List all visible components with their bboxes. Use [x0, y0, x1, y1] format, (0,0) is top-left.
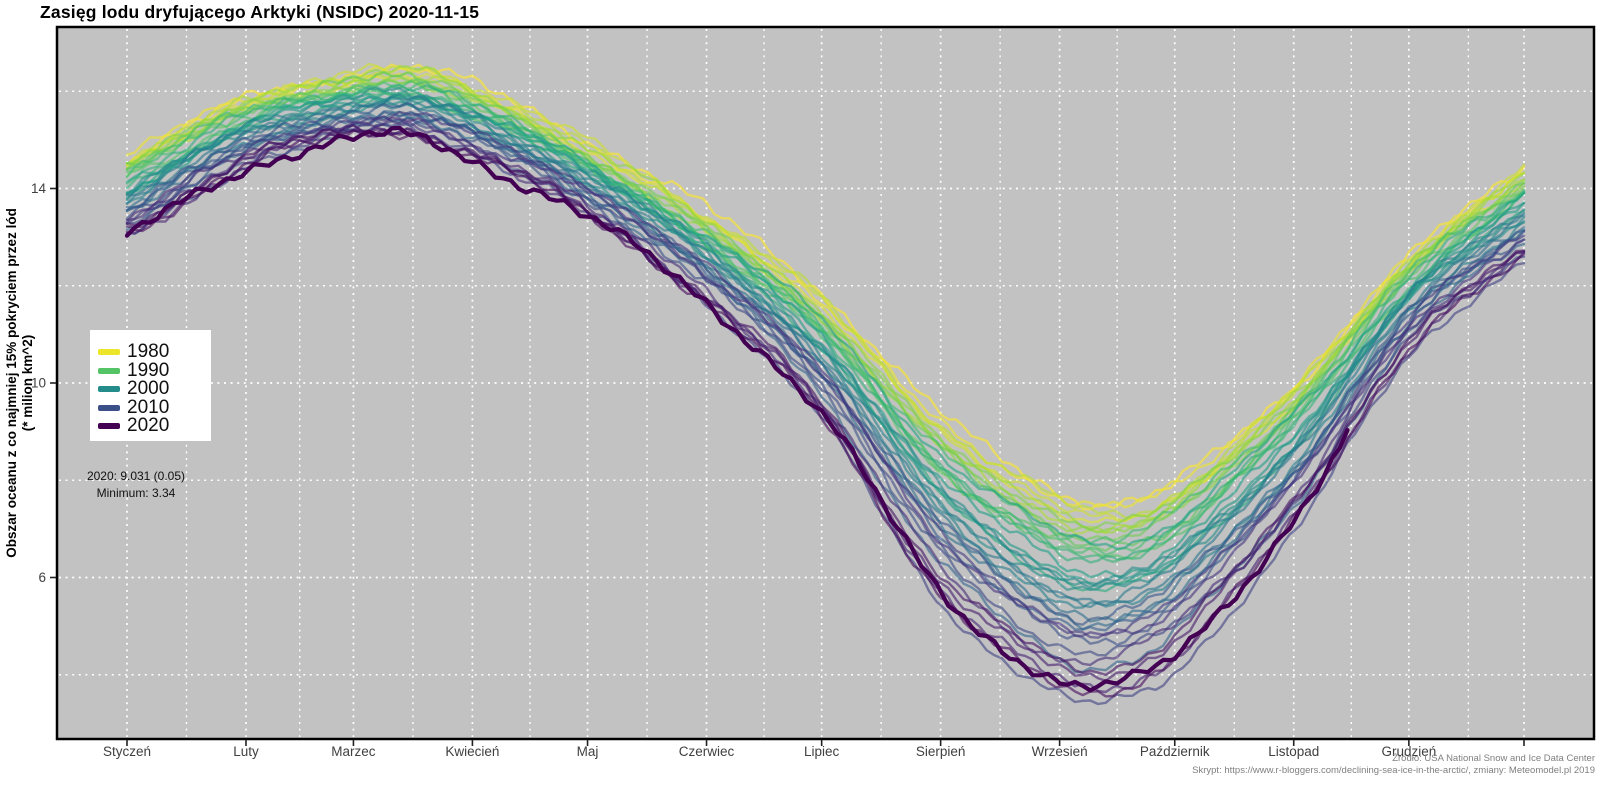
legend-label: 2000	[127, 378, 170, 400]
x-tick-label: Marzec	[331, 744, 376, 759]
year-line-2020	[124, 125, 1350, 693]
axis-tick-labels: Styczeń Luty Marzec Kwiecień Maj Czerwiec Lipi…	[31, 181, 1436, 759]
legend-label: 1990	[127, 359, 170, 381]
legend-entry-1990: 1990	[90, 359, 211, 381]
y-tick-label: 14	[31, 181, 47, 196]
script-credit-line: Skrypt: https://www.r-bloggers.com/decli…	[1192, 764, 1595, 776]
legend-label: 2010	[127, 396, 170, 418]
year-line-2019	[125, 129, 1526, 698]
source-credits: Źródło: USA National Snow and Ice Data C…	[1192, 753, 1595, 776]
legend-label: 2020	[127, 415, 170, 437]
legend-label: 1980	[127, 341, 170, 363]
x-tick-label: Styczeń	[103, 744, 151, 759]
x-tick-label: Listopad	[1268, 744, 1319, 759]
x-tick-label: Maj	[577, 744, 599, 759]
year-line-1998	[125, 92, 1526, 589]
legend-swatch-2000	[98, 386, 120, 393]
legend-entry-1980: 1980	[90, 341, 211, 363]
legend-swatch-2020	[98, 423, 120, 430]
x-tick-label: Czerwiec	[679, 744, 735, 759]
source-line: Źródło: USA National Snow and Ice Data C…	[1392, 753, 1595, 764]
annotation-current-value: 2020: 9.031 (0.05)	[86, 469, 186, 483]
legend-entry-2010: 2010	[90, 396, 211, 418]
annotation-box: 2020: 9.031 (0.05) Minimum: 3.34	[55, 468, 217, 501]
y-axis-label-line2: (* milion km^2)	[20, 335, 35, 431]
y-tick-label: 6	[38, 570, 46, 585]
legend-swatch-1980	[98, 349, 120, 356]
data-lines	[124, 62, 1526, 706]
legend-entry-2020: 2020	[90, 415, 211, 437]
year-line-1997	[125, 95, 1526, 579]
axis-ticks	[50, 187, 1525, 746]
year-line-1982	[125, 62, 1526, 522]
x-tick-label: Grudzień	[1381, 744, 1436, 759]
x-tick-label: Sierpień	[916, 744, 966, 759]
year-line-1994	[125, 84, 1526, 564]
x-tick-label: Lipiec	[804, 744, 840, 759]
chart-title: Zasięg lodu dryfującego Arktyki (NSIDC) …	[40, 2, 480, 22]
gridlines	[59, 29, 1592, 737]
x-tick-label: Luty	[233, 744, 259, 759]
y-tick-label: 10	[31, 376, 46, 391]
x-tick-label: Październik	[1140, 744, 1210, 759]
x-tick-label: Kwiecień	[445, 744, 499, 759]
legend: 1980 1990 2000 2010 2020	[90, 330, 211, 441]
year-line-1989	[125, 71, 1526, 552]
annotation-minimum-value: Minimum: 3.34	[96, 485, 176, 500]
x-tick-label: Wrzesień	[1032, 744, 1088, 759]
legend-swatch-2010	[98, 404, 120, 411]
legend-swatch-1990	[98, 367, 120, 374]
year-line-2004	[125, 101, 1526, 607]
y-axis-label-line1: Obszar oceanu z co najmniej 15% pokrycie…	[4, 208, 19, 558]
year-line-2014	[125, 115, 1526, 637]
legend-entry-2000: 2000	[90, 378, 211, 400]
